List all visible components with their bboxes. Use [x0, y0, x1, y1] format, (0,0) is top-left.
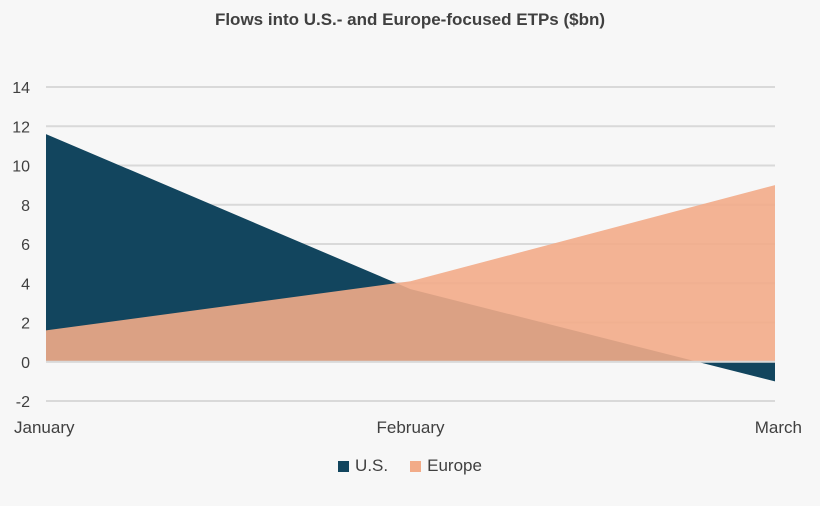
legend-label-us: U.S.: [355, 456, 389, 475]
y-tick-label: 2: [21, 316, 30, 333]
y-tick-label: 6: [21, 237, 30, 254]
plot-area: -2 0 2 4 6 8 10 12 14 January February March: [12, 80, 802, 437]
legend-swatch-us: [338, 460, 350, 472]
x-tick-label: March: [755, 418, 802, 437]
y-tick-label: 14: [12, 80, 30, 97]
y-tick-label: 8: [21, 198, 30, 215]
area-europe: [46, 185, 775, 362]
legend-swatch-europe: [410, 460, 422, 472]
x-tick-label: January: [14, 418, 75, 437]
legend: U.S. Europe: [0, 456, 820, 476]
y-tick-label: 12: [12, 119, 30, 136]
legend-item-us: U.S.: [338, 456, 388, 476]
legend-label-europe: Europe: [427, 456, 482, 475]
chart-title: Flows into U.S.- and Europe-focused ETPs…: [214, 10, 606, 29]
y-tick-label: 10: [12, 159, 30, 176]
x-tick-label: February: [376, 418, 445, 437]
legend-item-europe: Europe: [410, 456, 482, 476]
y-tick-label: 0: [21, 355, 30, 372]
y-tick-label: -2: [16, 394, 30, 411]
y-tick-label: 4: [21, 276, 30, 293]
